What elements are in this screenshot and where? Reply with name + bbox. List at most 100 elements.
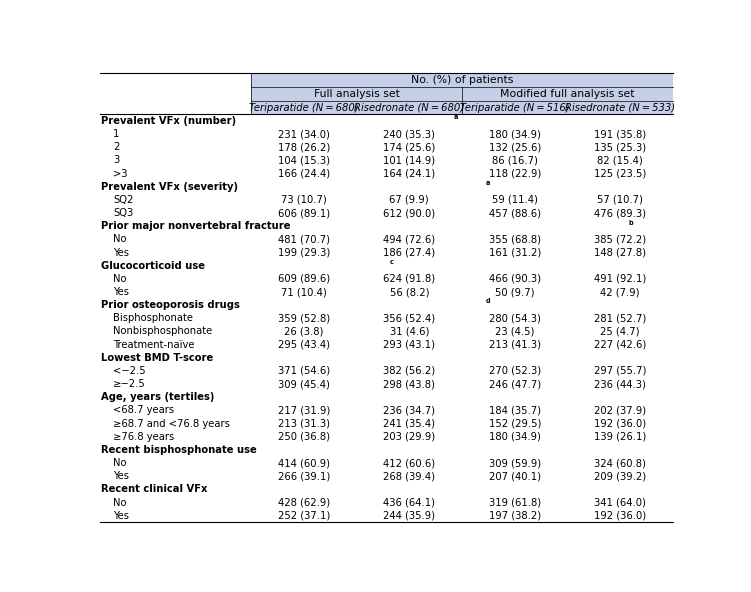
Text: 56 (8.2): 56 (8.2)	[390, 287, 429, 297]
Text: 3: 3	[113, 156, 119, 165]
Text: d: d	[485, 298, 490, 304]
Text: Modified full analysis set: Modified full analysis set	[500, 89, 635, 99]
Text: 184 (35.7): 184 (35.7)	[489, 406, 541, 416]
Text: No: No	[113, 458, 127, 468]
Text: 356 (52.4): 356 (52.4)	[383, 313, 436, 323]
Text: 50 (9.7): 50 (9.7)	[495, 287, 535, 297]
Text: Yes: Yes	[113, 287, 129, 297]
Text: 341 (64.0): 341 (64.0)	[594, 498, 646, 507]
Text: 213 (41.3): 213 (41.3)	[489, 340, 541, 350]
Text: Full analysis set: Full analysis set	[314, 89, 400, 99]
Text: a: a	[454, 114, 458, 120]
Text: 104 (15.3): 104 (15.3)	[278, 156, 330, 165]
Text: Glucocorticoid use: Glucocorticoid use	[101, 260, 206, 271]
Text: 31 (4.6): 31 (4.6)	[390, 327, 429, 336]
Text: Yes: Yes	[113, 471, 129, 481]
Text: 309 (45.4): 309 (45.4)	[278, 379, 330, 389]
Text: <68.7 years: <68.7 years	[113, 406, 174, 416]
Text: 59 (11.4): 59 (11.4)	[492, 195, 538, 205]
Text: 180 (34.9): 180 (34.9)	[489, 432, 541, 442]
Text: 174 (25.6): 174 (25.6)	[383, 142, 436, 152]
Text: 71 (10.4): 71 (10.4)	[281, 287, 327, 297]
Text: 436 (64.1): 436 (64.1)	[383, 498, 436, 507]
Text: Teriparatide (N = 680): Teriparatide (N = 680)	[249, 102, 358, 112]
Text: 86 (16.7): 86 (16.7)	[492, 156, 538, 165]
Text: 612 (90.0): 612 (90.0)	[383, 208, 436, 218]
Text: 192 (36.0): 192 (36.0)	[594, 419, 647, 429]
Text: Prevalent VFx (number): Prevalent VFx (number)	[101, 116, 237, 126]
Text: 319 (61.8): 319 (61.8)	[489, 498, 541, 507]
Text: 324 (60.8): 324 (60.8)	[594, 458, 646, 468]
Text: b: b	[629, 220, 633, 226]
Text: 491 (92.1): 491 (92.1)	[594, 274, 647, 284]
Text: 481 (70.7): 481 (70.7)	[278, 234, 330, 244]
Text: 297 (55.7): 297 (55.7)	[594, 366, 647, 376]
Text: 227 (42.6): 227 (42.6)	[594, 340, 647, 350]
Text: 166 (24.4): 166 (24.4)	[278, 169, 330, 179]
Text: 606 (89.1): 606 (89.1)	[278, 208, 330, 218]
Text: 199 (29.3): 199 (29.3)	[278, 247, 330, 258]
Text: Yes: Yes	[113, 511, 129, 521]
Text: 246 (47.7): 246 (47.7)	[489, 379, 541, 389]
Text: 270 (52.3): 270 (52.3)	[489, 366, 541, 376]
Text: Prior osteoporosis drugs: Prior osteoporosis drugs	[101, 300, 240, 310]
Text: 298 (43.8): 298 (43.8)	[383, 379, 435, 389]
Text: a: a	[485, 180, 490, 186]
Text: 1: 1	[113, 129, 119, 139]
Text: 266 (39.1): 266 (39.1)	[278, 471, 330, 481]
Text: 57 (10.7): 57 (10.7)	[597, 195, 643, 205]
Text: 82 (15.4): 82 (15.4)	[597, 156, 643, 165]
Text: 152 (29.5): 152 (29.5)	[489, 419, 541, 429]
Text: ≥76.8 years: ≥76.8 years	[113, 432, 174, 442]
Text: 293 (43.1): 293 (43.1)	[383, 340, 436, 350]
Text: 192 (36.0): 192 (36.0)	[594, 511, 647, 521]
Text: 213 (31.3): 213 (31.3)	[278, 419, 330, 429]
Text: Risedronate (N = 680): Risedronate (N = 680)	[354, 102, 464, 112]
Text: No: No	[113, 234, 127, 244]
Text: 355 (68.8): 355 (68.8)	[489, 234, 541, 244]
Text: 197 (38.2): 197 (38.2)	[489, 511, 541, 521]
Text: 25 (4.7): 25 (4.7)	[601, 327, 640, 336]
Text: 217 (31.9): 217 (31.9)	[278, 406, 330, 416]
Text: 178 (26.2): 178 (26.2)	[278, 142, 330, 152]
Text: 164 (24.1): 164 (24.1)	[383, 169, 436, 179]
Text: SQ2: SQ2	[113, 195, 134, 205]
Text: 118 (22.9): 118 (22.9)	[489, 169, 541, 179]
Text: SQ3: SQ3	[113, 208, 134, 218]
Text: 23 (4.5): 23 (4.5)	[495, 327, 535, 336]
Text: 191 (35.8): 191 (35.8)	[594, 129, 647, 139]
Text: 139 (26.1): 139 (26.1)	[594, 432, 647, 442]
Text: 240 (35.3): 240 (35.3)	[383, 129, 435, 139]
Text: Nonbisphosphonate: Nonbisphosphonate	[113, 327, 213, 336]
Text: ≥68.7 and <76.8 years: ≥68.7 and <76.8 years	[113, 419, 230, 429]
Text: 148 (27.8): 148 (27.8)	[594, 247, 647, 258]
Text: 476 (89.3): 476 (89.3)	[594, 208, 647, 218]
Text: Yes: Yes	[113, 247, 129, 258]
Text: 180 (34.9): 180 (34.9)	[489, 129, 541, 139]
Text: No: No	[113, 274, 127, 284]
Text: 609 (89.6): 609 (89.6)	[278, 274, 330, 284]
Text: c: c	[390, 259, 394, 265]
Text: 624 (91.8): 624 (91.8)	[383, 274, 436, 284]
Text: 244 (35.9): 244 (35.9)	[383, 511, 436, 521]
Text: 280 (54.3): 280 (54.3)	[489, 313, 541, 323]
Text: 466 (90.3): 466 (90.3)	[489, 274, 541, 284]
Text: 414 (60.9): 414 (60.9)	[278, 458, 330, 468]
Text: Bisphosphonate: Bisphosphonate	[113, 313, 193, 323]
Text: 161 (31.2): 161 (31.2)	[489, 247, 541, 258]
Text: 457 (88.6): 457 (88.6)	[489, 208, 541, 218]
Text: 494 (72.6): 494 (72.6)	[383, 234, 436, 244]
Text: 132 (25.6): 132 (25.6)	[489, 142, 541, 152]
Text: <−2.5: <−2.5	[113, 366, 146, 376]
Text: 73 (10.7): 73 (10.7)	[281, 195, 327, 205]
Text: 268 (39.4): 268 (39.4)	[383, 471, 436, 481]
Text: 236 (34.7): 236 (34.7)	[383, 406, 436, 416]
Text: Risedronate (N = 533): Risedronate (N = 533)	[566, 102, 675, 112]
Text: Teriparatide (N = 516): Teriparatide (N = 516)	[460, 102, 569, 112]
Text: Treatment-naïve: Treatment-naïve	[113, 340, 195, 350]
Text: 202 (37.9): 202 (37.9)	[594, 406, 647, 416]
Text: 26 (3.8): 26 (3.8)	[284, 327, 324, 336]
Text: 203 (29.9): 203 (29.9)	[383, 432, 436, 442]
Text: 42 (7.9): 42 (7.9)	[601, 287, 640, 297]
Text: 428 (62.9): 428 (62.9)	[278, 498, 330, 507]
